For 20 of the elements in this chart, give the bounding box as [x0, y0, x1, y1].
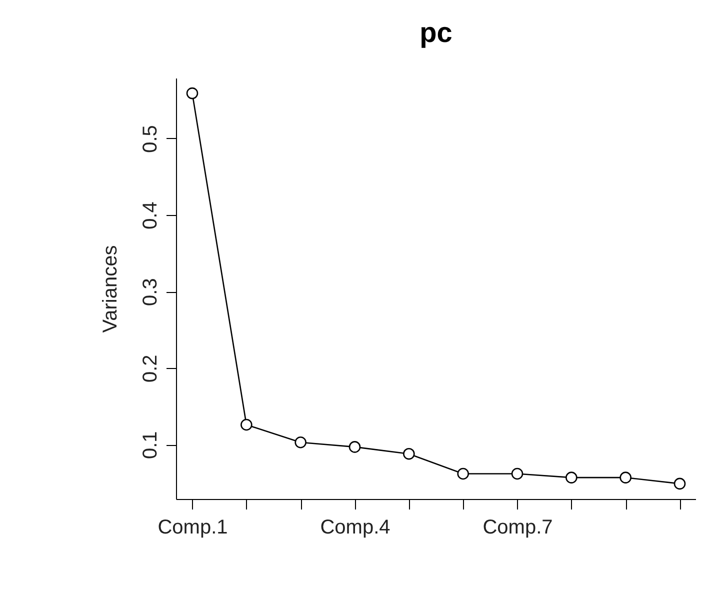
point: [294, 436, 306, 448]
x-tick-label: Comp.4: [320, 516, 390, 538]
point: [511, 468, 524, 480]
x-tick-label: Comp.1: [158, 516, 228, 538]
point: [240, 418, 252, 431]
point: [348, 441, 361, 453]
point: [457, 468, 469, 480]
y-tick-label: 0.2: [140, 354, 162, 383]
y-tick-label: 0.4: [140, 202, 162, 230]
point: [186, 87, 198, 100]
y-tick-label: 0.5: [140, 125, 162, 153]
y-tick-label: 0.3: [140, 278, 162, 306]
point: [674, 478, 686, 490]
y-axis-title: Variances: [100, 245, 122, 333]
point: [620, 472, 632, 484]
point: [566, 472, 578, 484]
y-tick-label: 0.1: [140, 431, 162, 460]
x-tick-label: Comp.7: [482, 516, 553, 538]
point: [403, 448, 415, 460]
chart-title: pc: [420, 17, 452, 48]
